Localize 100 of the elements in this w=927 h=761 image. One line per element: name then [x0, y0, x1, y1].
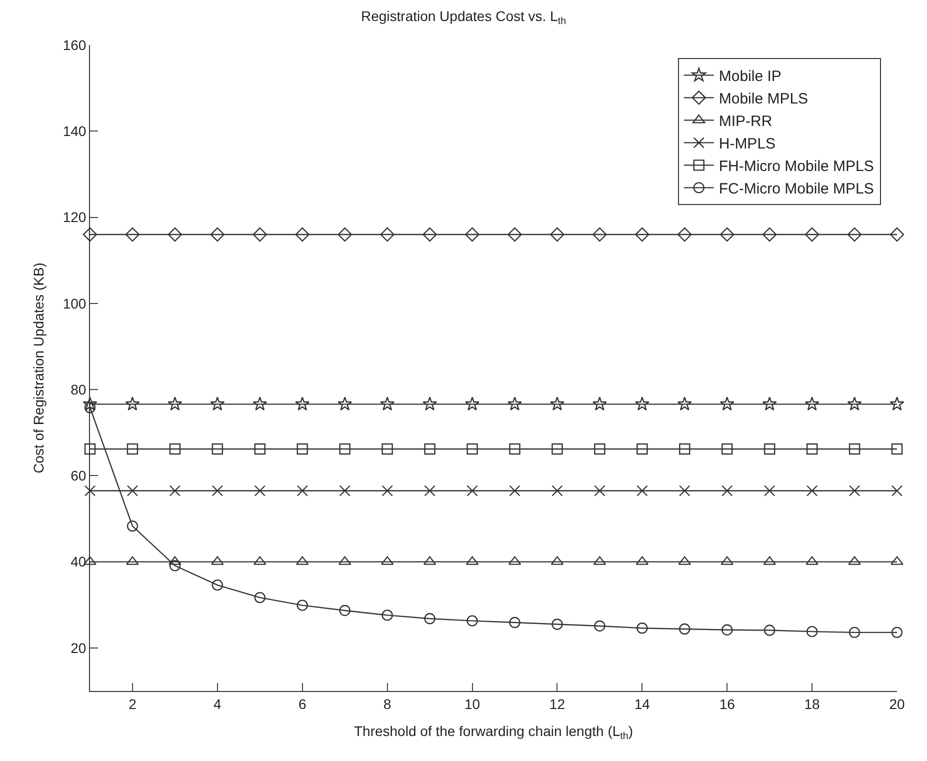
point — [762, 396, 777, 410]
y-tick-label: 140 — [62, 123, 86, 140]
point — [552, 485, 563, 496]
point — [722, 443, 733, 455]
point — [636, 485, 648, 496]
point — [550, 227, 564, 242]
point — [890, 227, 904, 242]
y-axis-title: Cost of Registration Updates (KB) — [30, 262, 46, 474]
point — [212, 443, 224, 455]
point — [212, 579, 224, 591]
point — [382, 485, 393, 496]
point — [722, 624, 733, 636]
point — [890, 396, 904, 410]
point — [254, 443, 266, 455]
x-tick-label: 6 — [298, 696, 306, 712]
y-tick-label: 100 — [62, 295, 86, 312]
point — [679, 443, 690, 455]
point — [424, 613, 436, 624]
point — [422, 396, 438, 410]
point — [82, 227, 98, 242]
x-tick-label: 12 — [549, 696, 566, 712]
point — [552, 618, 563, 630]
point — [212, 485, 224, 496]
x-tick-label: 18 — [804, 696, 820, 712]
point — [636, 622, 648, 634]
point — [84, 443, 96, 455]
point — [847, 227, 862, 242]
point — [424, 443, 436, 455]
legend-label: FC-Micro Mobile MPLS — [718, 180, 874, 198]
point — [806, 626, 818, 638]
point — [507, 396, 522, 410]
point — [806, 443, 818, 455]
point — [509, 443, 520, 455]
point — [679, 623, 690, 635]
point — [636, 443, 648, 455]
point — [424, 485, 436, 496]
point — [254, 485, 266, 496]
legend-label: H-MPLS — [718, 136, 776, 153]
y-tick-label: 120 — [62, 209, 86, 226]
point — [295, 396, 310, 410]
x-tick-label: 10 — [464, 696, 480, 712]
point — [635, 227, 650, 242]
point — [169, 443, 181, 455]
point — [634, 396, 650, 410]
point — [509, 616, 520, 628]
x-tick-label: 4 — [214, 696, 222, 712]
point — [679, 485, 690, 496]
point — [210, 396, 225, 410]
point — [804, 227, 820, 242]
point — [168, 396, 182, 410]
point — [594, 620, 606, 632]
point — [764, 624, 776, 636]
point — [722, 485, 733, 496]
point — [126, 520, 138, 532]
point — [891, 443, 903, 455]
point — [592, 227, 607, 242]
point — [762, 227, 777, 242]
point — [891, 626, 903, 638]
point — [84, 402, 96, 414]
point — [552, 443, 563, 455]
point — [720, 396, 734, 410]
x-tick-label: 16 — [719, 696, 736, 712]
y-tick-label: 160 — [62, 36, 86, 53]
point — [338, 227, 352, 242]
legend-label: MIP-RR — [718, 113, 772, 130]
point — [804, 396, 820, 410]
point — [677, 396, 692, 410]
point — [339, 443, 350, 455]
point — [252, 227, 267, 242]
point — [382, 610, 393, 621]
point — [422, 227, 437, 242]
legend-label: FH-Micro Mobile MPLS — [718, 158, 874, 176]
point — [465, 227, 480, 242]
point — [339, 604, 350, 616]
point — [126, 443, 138, 455]
point — [508, 227, 522, 242]
point — [168, 227, 182, 242]
y-tick-label: 20 — [70, 640, 86, 656]
point — [125, 227, 140, 242]
y-tick-label: 40 — [70, 554, 86, 570]
legend-label: Mobile MPLS — [718, 90, 808, 108]
point — [466, 443, 478, 455]
point — [764, 443, 776, 455]
x-tick-label: 14 — [634, 696, 650, 712]
y-tick-label: 80 — [70, 381, 86, 398]
point — [592, 396, 607, 410]
x-tick-label: 2 — [128, 696, 137, 712]
point — [380, 227, 394, 242]
point — [296, 485, 308, 496]
point — [764, 485, 776, 496]
point — [82, 396, 98, 410]
point — [594, 485, 606, 496]
point — [550, 396, 564, 410]
point — [339, 485, 350, 496]
point — [125, 396, 140, 410]
legend-label: Mobile IP — [718, 68, 782, 86]
point — [465, 396, 480, 410]
point — [847, 396, 862, 410]
point — [678, 227, 692, 242]
point — [594, 443, 606, 455]
